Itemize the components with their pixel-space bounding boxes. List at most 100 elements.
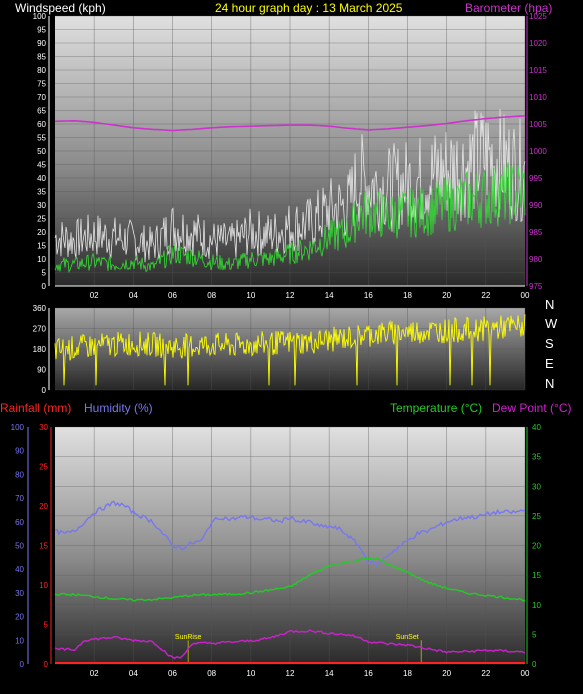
baro-y-tick-label: 985	[529, 228, 543, 237]
temp-y-tick-label: 25	[532, 512, 541, 521]
humidity-y-tick-label: 40	[15, 565, 24, 574]
humidity-axis-title: Humidity (%)	[84, 401, 153, 415]
gust-series	[54, 108, 526, 263]
wind-y-tick-label: 15	[37, 242, 46, 251]
wind-y-tick-label: 85	[37, 53, 46, 62]
temp-y-tick-label: 15	[532, 571, 541, 580]
humidity-y-tick-label: 100	[11, 423, 25, 432]
wind-y-tick-label: 5	[42, 269, 47, 278]
temp-x-tick-label: 04	[129, 669, 138, 678]
humidity-y-tick-label: 90	[15, 447, 24, 456]
wind-y-tick-label: 40	[37, 174, 46, 183]
humidity-y-tick-label: 30	[15, 589, 24, 598]
rain-y-tick-label: 25	[39, 463, 48, 472]
baro-y-tick-label: 990	[529, 201, 543, 210]
wind-y-tick-label: 0	[42, 282, 47, 291]
temperature-axis-title: Temperature (°C)	[390, 401, 482, 415]
temp-x-tick-label: 20	[442, 669, 451, 678]
baro-y-tick-label: 975	[529, 282, 543, 291]
rain-axis-title: Rainfall (mm)	[0, 401, 71, 415]
direction-compass-label: S	[545, 336, 554, 351]
rain-y-tick-label: 5	[44, 621, 49, 630]
direction-y-tick-label: 360	[33, 304, 47, 313]
direction-panel-series	[54, 314, 526, 386]
direction-y-tick-label: 0	[42, 386, 47, 395]
wind-y-tick-label: 100	[33, 12, 47, 21]
direction-y-tick-label: 270	[33, 325, 47, 334]
wind-x-tick-label: 16	[364, 291, 373, 300]
direction-panel-grid	[55, 307, 526, 391]
temp-x-tick-label: 14	[325, 669, 334, 678]
sun-marker-label: SunSet	[396, 634, 419, 641]
rain-y-tick-label: 0	[44, 660, 49, 669]
temp-x-tick-label: 00	[521, 669, 530, 678]
temp-x-tick-label: 22	[481, 669, 490, 678]
direction-compass-label: W	[545, 316, 558, 331]
humidity-y-tick-label: 10	[15, 636, 24, 645]
wind-y-tick-label: 75	[37, 80, 46, 89]
temp-y-tick-label: 35	[532, 453, 541, 462]
wind-y-tick-label: 65	[37, 107, 46, 116]
wind-series	[54, 162, 526, 273]
temp-x-tick-label: 06	[168, 669, 177, 678]
wind-x-tick-label: 12	[286, 291, 295, 300]
temp-x-tick-label: 12	[286, 669, 295, 678]
baro-y-tick-label: 1020	[529, 39, 547, 48]
baro-y-tick-label: 995	[529, 174, 543, 183]
baro-y-tick-label: 1015	[529, 66, 547, 75]
temp-y-tick-label: 30	[532, 482, 541, 491]
direction-y-tick-label: 180	[33, 345, 47, 354]
wind-panel-axes: 0510152025303540455055606570758085909510…	[33, 12, 548, 300]
barometer-series	[54, 115, 526, 132]
wind-x-tick-label: 14	[325, 291, 334, 300]
humidity-y-tick-label: 0	[20, 660, 25, 669]
rain-y-tick-label: 15	[39, 542, 48, 551]
humidity-y-tick-label: 70	[15, 494, 24, 503]
wind-y-tick-label: 35	[37, 188, 46, 197]
temperature-series	[54, 557, 526, 602]
wind-y-tick-label: 55	[37, 134, 46, 143]
baro-y-tick-label: 1025	[529, 12, 547, 21]
wind-y-tick-label: 25	[37, 215, 46, 224]
direction-compass-label: E	[545, 356, 554, 371]
wind-x-tick-label: 02	[90, 291, 99, 300]
temp-panel-axes: 0510152025303540010203040506070809010005…	[11, 423, 542, 678]
wind-y-tick-label: 45	[37, 161, 46, 170]
humidity-y-tick-label: 60	[15, 518, 24, 527]
baro-y-tick-label: 1010	[529, 93, 547, 102]
temp-x-tick-label: 18	[403, 669, 412, 678]
temp-panel-series: SunRise SunSet	[54, 500, 526, 664]
dewpoint-axis-title: Dew Point (°C)	[492, 401, 571, 415]
baro-y-tick-label: 1000	[529, 147, 547, 156]
wind-y-tick-label: 10	[37, 255, 46, 264]
humidity-y-tick-label: 80	[15, 470, 24, 479]
wind-y-tick-label: 30	[37, 201, 46, 210]
wind-x-tick-label: 10	[246, 291, 255, 300]
temp-y-tick-label: 40	[532, 423, 541, 432]
temp-x-tick-label: 08	[207, 669, 216, 678]
temp-y-tick-label: 10	[532, 601, 541, 610]
wind-y-tick-label: 20	[37, 228, 46, 237]
wind-y-tick-label: 50	[37, 147, 46, 156]
humidity-series	[54, 500, 526, 568]
wind-panel-series	[54, 108, 526, 273]
wind-y-tick-label: 80	[37, 66, 46, 75]
direction-compass-label: N	[545, 376, 554, 391]
humidity-y-tick-label: 20	[15, 613, 24, 622]
rain-y-tick-label: 30	[39, 423, 48, 432]
sun-marker-label: SunRise	[175, 634, 202, 641]
temp-x-tick-label: 16	[364, 669, 373, 678]
temp-y-tick-label: 20	[532, 542, 541, 551]
wind-x-tick-label: 06	[168, 291, 177, 300]
temp-y-tick-label: 0	[532, 660, 537, 669]
humidity-y-tick-label: 50	[15, 542, 24, 551]
wind-x-tick-label: 08	[207, 291, 216, 300]
wind-x-tick-label: 18	[403, 291, 412, 300]
wind-y-tick-label: 70	[37, 93, 46, 102]
wind-x-tick-label: 22	[481, 291, 490, 300]
dewpoint-series	[54, 629, 526, 660]
wind-axis-title: Windspeed (kph)	[15, 1, 106, 15]
baro-y-tick-label: 1005	[529, 120, 547, 129]
